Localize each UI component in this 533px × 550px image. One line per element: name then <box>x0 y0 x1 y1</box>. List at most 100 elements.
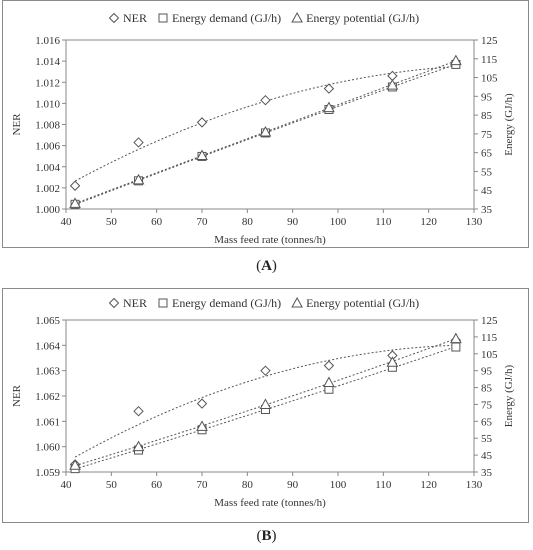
y-axis-label: NER <box>11 384 23 407</box>
x-axis-label: Mass feed rate (tonnes/h) <box>214 497 326 509</box>
x-tick-label: 60 <box>151 479 163 491</box>
y-tick-label: 1.008 <box>35 120 60 132</box>
trendline <box>74 344 456 458</box>
series-diamond <box>69 58 462 191</box>
legend-label: Energy potential (GJ/h) <box>306 296 419 310</box>
y2-tick-label: 95 <box>481 91 493 103</box>
y2-tick-label: 75 <box>481 129 493 141</box>
y2-tick-label: 115 <box>481 332 498 344</box>
panel-label: (A) <box>256 258 277 274</box>
data-point <box>196 398 208 409</box>
y2-tick-label: 105 <box>481 73 498 85</box>
data-point <box>451 342 461 352</box>
y2-tick-label: 65 <box>481 148 493 160</box>
x-tick-label: 50 <box>106 479 118 491</box>
legend-label: NER <box>123 11 147 25</box>
data-point <box>386 79 399 90</box>
x-tick-label: 80 <box>242 479 254 491</box>
data-point <box>196 420 208 431</box>
y2-tick-label: 115 <box>481 54 498 66</box>
panel-border <box>2 288 529 523</box>
panel-border <box>2 0 529 248</box>
chart-a: 40 50 60 70 80 90 100 110 120 130 1.000 1.002 1.004 1… <box>11 11 515 246</box>
legend-marker <box>108 12 120 24</box>
x-tick-label: 60 <box>151 216 163 228</box>
y2-tick-label: 85 <box>481 110 493 122</box>
y-tick-label: 1.060 <box>35 442 60 454</box>
legend-marker <box>158 298 168 308</box>
y2-tick-label: 65 <box>481 416 493 428</box>
x-tick-label: 100 <box>330 216 347 228</box>
y2-tick-label: 85 <box>481 383 493 395</box>
x-axis-label: Mass feed rate (tonnes/h) <box>214 234 326 246</box>
data-point <box>260 365 271 376</box>
y2-tick-label: 45 <box>481 185 493 197</box>
legend-label: Energy demand (GJ/h) <box>172 11 281 25</box>
data-point <box>69 459 81 470</box>
x-tick-label: 90 <box>287 216 299 228</box>
data-point <box>323 376 335 387</box>
y2-axis-label: Energy (GJ/h) <box>503 364 515 427</box>
legend-label: Energy demand (GJ/h) <box>172 296 281 310</box>
y-tick-label: 1.004 <box>35 162 60 174</box>
y-axis-label: NER <box>11 113 23 136</box>
data-point <box>132 440 145 452</box>
data-point <box>259 125 272 137</box>
data-point <box>196 117 208 128</box>
x-tick-label: 50 <box>106 216 118 228</box>
data-point <box>69 180 81 191</box>
x-tick-label: 70 <box>197 216 209 228</box>
y2-tick-label: 35 <box>481 467 493 479</box>
y-tick-label: 1.059 <box>35 467 60 479</box>
y2-tick-label: 105 <box>481 349 498 361</box>
x-tick-label: 70 <box>197 479 209 491</box>
y-tick-label: 1.062 <box>35 391 60 403</box>
x-tick-label: 100 <box>330 479 347 491</box>
y2-tick-label: 75 <box>481 399 493 411</box>
y2-tick-label: 125 <box>481 315 498 327</box>
y-tick-label: 1.014 <box>35 56 60 68</box>
x-tick-label: 130 <box>466 479 483 491</box>
x-tick-label: 130 <box>466 216 483 228</box>
data-point <box>260 94 271 106</box>
x-tick-label: 120 <box>420 479 437 491</box>
y2-tick-label: 45 <box>481 450 493 462</box>
y-tick-label: 1.012 <box>35 77 60 89</box>
legend-marker <box>158 13 168 23</box>
x-tick-label: 40 <box>61 216 73 228</box>
legend-label: Energy potential (GJ/h) <box>306 11 419 25</box>
legend-label: NER <box>123 296 147 310</box>
x-tick-label: 80 <box>242 216 254 228</box>
plot-area-frame <box>65 319 475 473</box>
data-point <box>133 405 144 417</box>
x-tick-label: 110 <box>375 216 392 228</box>
data-point <box>450 54 462 66</box>
x-tick-label: 110 <box>375 479 392 491</box>
figure-panel-a: 40 50 60 70 80 90 100 110 120 130 1.000 1.002 1.004 1… <box>2 0 529 274</box>
y2-tick-label: 95 <box>481 366 493 378</box>
x-tick-label: 40 <box>61 479 73 491</box>
y-tick-label: 1.000 <box>35 204 60 216</box>
y-tick-label: 1.065 <box>35 315 60 327</box>
figure-panel-b: 40 50 60 70 80 90 100 110 120 130 1.059 1.060 1.061 1… <box>0 285 533 550</box>
x-tick-label: 90 <box>287 479 299 491</box>
data-point <box>386 356 399 367</box>
panel-label: (B) <box>256 528 277 544</box>
legend-marker <box>108 297 120 309</box>
data-point <box>259 398 272 409</box>
y-tick-label: 1.002 <box>35 183 60 195</box>
y-tick-label: 1.010 <box>35 98 60 110</box>
chart-b: 40 50 60 70 80 90 100 110 120 130 1.059 1.060 1.061 1… <box>11 296 515 509</box>
trendline <box>74 66 456 182</box>
series-triangle <box>69 332 462 470</box>
legend-marker <box>291 11 303 23</box>
y2-tick-label: 55 <box>481 433 493 445</box>
data-point <box>323 101 335 113</box>
y-tick-label: 1.006 <box>35 141 60 153</box>
data-point <box>196 149 208 160</box>
y-tick-label: 1.061 <box>35 416 60 428</box>
data-point <box>69 197 81 208</box>
y2-tick-label: 35 <box>481 204 493 216</box>
series-triangle <box>69 54 462 208</box>
data-point <box>132 173 145 185</box>
